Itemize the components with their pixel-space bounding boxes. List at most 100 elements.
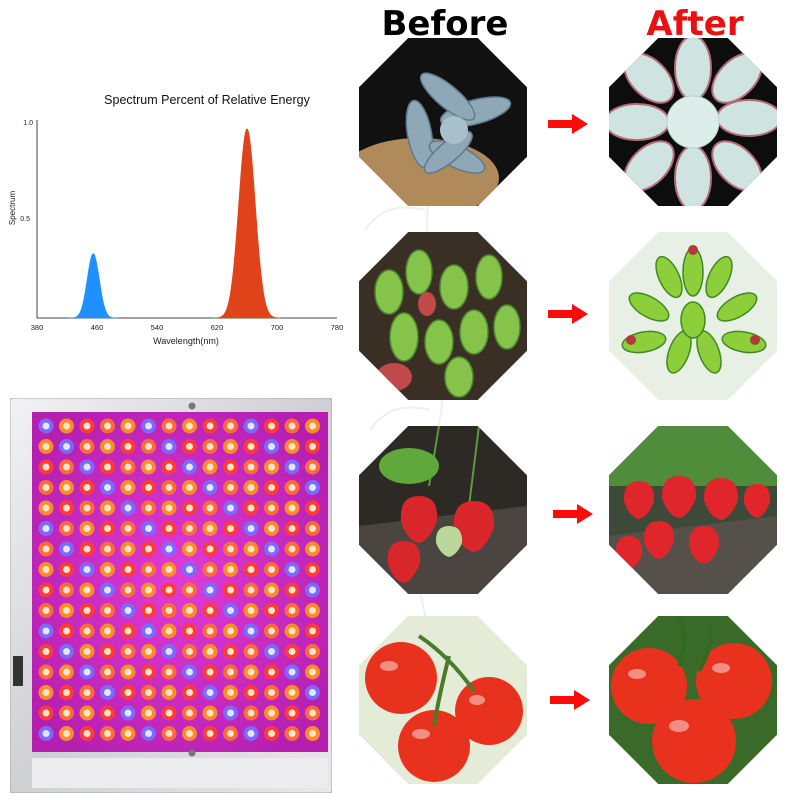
led-core xyxy=(227,443,234,450)
led-core xyxy=(145,484,152,491)
led-core xyxy=(247,422,255,430)
led-core xyxy=(165,484,173,491)
after-heading: After xyxy=(646,4,744,44)
led-core xyxy=(247,648,255,655)
led-core xyxy=(206,525,214,532)
strawberries-many-icon xyxy=(609,426,777,594)
succulent-rosette-large-icon xyxy=(609,38,777,206)
led-core xyxy=(104,668,111,676)
led-core xyxy=(247,545,255,553)
led-core xyxy=(124,709,132,717)
led-core xyxy=(247,730,255,737)
led-core xyxy=(268,443,275,450)
led-core xyxy=(268,730,275,737)
led-core xyxy=(165,545,173,553)
led-core xyxy=(186,443,193,450)
led-core xyxy=(63,463,70,471)
led-core xyxy=(63,545,70,553)
led-core xyxy=(288,730,296,737)
led-core xyxy=(309,463,316,471)
led-core xyxy=(186,648,193,655)
spectrum-peak-2 xyxy=(213,128,281,319)
led-core xyxy=(268,545,275,553)
led-core xyxy=(124,730,132,737)
led-core xyxy=(186,422,193,430)
led-core xyxy=(206,443,214,450)
led-core xyxy=(227,627,234,635)
led-core xyxy=(227,648,234,655)
led-core xyxy=(309,586,316,594)
led-core xyxy=(42,689,50,696)
led-core xyxy=(63,607,70,614)
led-core xyxy=(288,668,296,676)
led-core xyxy=(104,648,111,655)
led-core xyxy=(63,422,70,430)
led-core xyxy=(124,607,132,614)
led-core xyxy=(104,525,111,532)
led-core xyxy=(145,709,152,717)
led-core xyxy=(186,586,193,594)
before-photo-strawberries xyxy=(359,426,527,594)
led-core xyxy=(309,566,316,573)
led-core xyxy=(83,566,91,573)
led-core xyxy=(186,689,193,696)
jelly-bean-succulent-small-icon xyxy=(359,232,527,400)
led-core xyxy=(42,586,50,594)
led-core xyxy=(83,607,91,614)
led-core xyxy=(63,648,70,655)
led-core xyxy=(104,463,111,471)
led-core xyxy=(268,648,275,655)
led-core xyxy=(145,668,152,676)
led-core xyxy=(227,668,234,676)
arrow-right-icon xyxy=(553,504,593,524)
led-core xyxy=(42,627,50,635)
led-core xyxy=(288,586,296,594)
led-core xyxy=(165,607,173,614)
led-core xyxy=(227,422,234,430)
led-grow-panel xyxy=(10,398,332,793)
led-core xyxy=(227,607,234,614)
led-core xyxy=(124,648,132,655)
led-core xyxy=(124,504,132,512)
led-core xyxy=(83,730,91,737)
led-core xyxy=(186,607,193,614)
led-core xyxy=(104,545,111,553)
led-core xyxy=(309,484,316,491)
led-core xyxy=(268,627,275,635)
led-core xyxy=(104,709,111,717)
led-core xyxy=(42,709,50,717)
led-core xyxy=(227,545,234,553)
led-core xyxy=(42,730,50,737)
led-core xyxy=(63,525,70,532)
led-core xyxy=(268,689,275,696)
led-core xyxy=(309,689,316,696)
led-core xyxy=(247,484,255,491)
led-core xyxy=(145,545,152,553)
led-core xyxy=(268,607,275,614)
led-core xyxy=(309,668,316,676)
led-core xyxy=(227,504,234,512)
led-core xyxy=(206,689,214,696)
led-core xyxy=(247,525,255,532)
led-core xyxy=(206,627,214,635)
led-core xyxy=(124,422,132,430)
led-core xyxy=(309,607,316,614)
led-core xyxy=(145,627,152,635)
x-tick-label: 380 xyxy=(31,323,44,332)
led-core xyxy=(124,689,132,696)
y-tick-0.5: 0.5 xyxy=(20,216,30,223)
led-core xyxy=(309,730,316,737)
led-core xyxy=(247,689,255,696)
led-core xyxy=(104,484,111,491)
led-core xyxy=(186,709,193,717)
led-core xyxy=(247,443,255,450)
before-photo-tomatoes xyxy=(359,616,527,784)
led-core xyxy=(124,545,132,553)
led-core xyxy=(206,586,214,594)
led-core xyxy=(63,689,70,696)
led-core xyxy=(227,586,234,594)
led-core xyxy=(227,730,234,737)
led-core xyxy=(63,586,70,594)
power-switch xyxy=(13,656,23,686)
led-core xyxy=(165,525,173,532)
